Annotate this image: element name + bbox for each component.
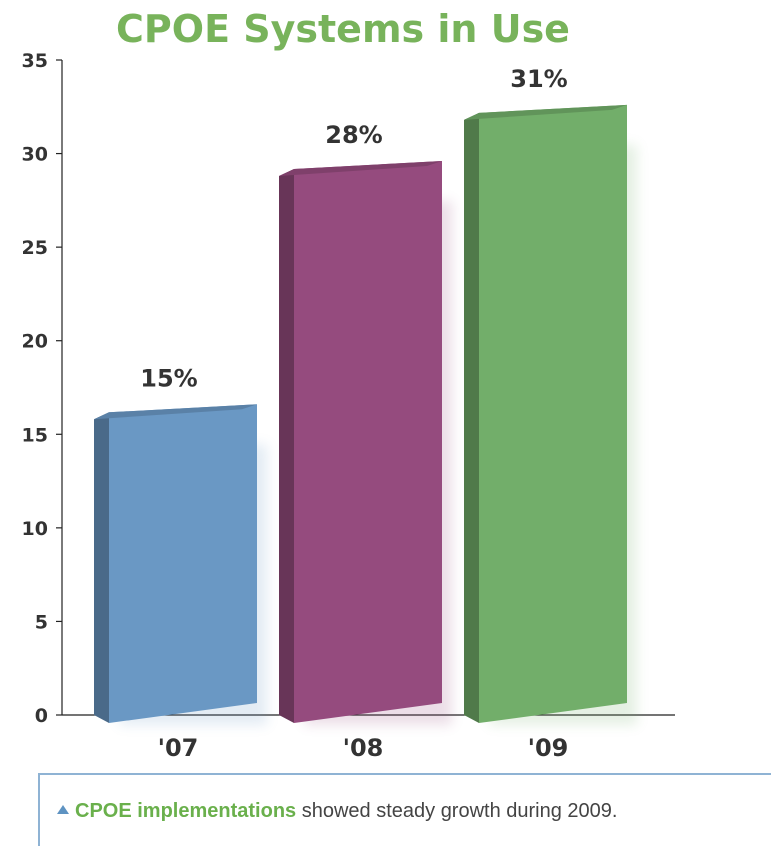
y-tick-label: 10: [22, 518, 48, 540]
x-tick-label: '08: [343, 734, 384, 762]
x-tick-label: '07: [158, 734, 199, 762]
caption-text: showed steady growth during 2009.: [296, 800, 618, 822]
caption-highlight: CPOE implementations: [75, 800, 297, 822]
data-label: 31%: [510, 65, 567, 93]
chart-title: CPOE Systems in Use: [116, 7, 570, 51]
bar-side: [464, 112, 479, 724]
y-tick-label: 30: [22, 144, 48, 166]
y-tick-label: 35: [22, 50, 48, 72]
bar-chart: CPOE Systems in Use 0 5 10 15 20 25 30 35 15% '0…: [22, 7, 675, 762]
bar-top: [279, 161, 442, 176]
caption-border: [38, 773, 771, 846]
y-tick-label: 5: [35, 611, 48, 633]
caption: CPOE implementations showed steady growt…: [57, 800, 617, 823]
bar-top: [94, 404, 257, 420]
bar-0: 15% '07: [94, 364, 267, 762]
y-tick-label: 25: [22, 237, 48, 259]
y-tick-label: 0: [35, 705, 48, 727]
bar-top: [464, 104, 627, 120]
bar-side: [279, 169, 294, 723]
bars: 15% '07 28% '08 31% '09: [94, 65, 637, 762]
triangle-up-icon: [57, 805, 69, 814]
y-tick-label: 20: [22, 331, 48, 353]
x-tick-label: '09: [528, 734, 569, 762]
bar-1: 28% '08: [279, 121, 452, 762]
bar-2: 31% '09: [464, 65, 637, 762]
bar: [479, 104, 627, 724]
bar-side: [94, 412, 109, 723]
y-tick-label: 15: [22, 424, 48, 446]
data-label: 28%: [325, 121, 382, 149]
data-label: 15%: [140, 364, 197, 392]
bar: [109, 404, 257, 723]
bar: [294, 161, 442, 723]
